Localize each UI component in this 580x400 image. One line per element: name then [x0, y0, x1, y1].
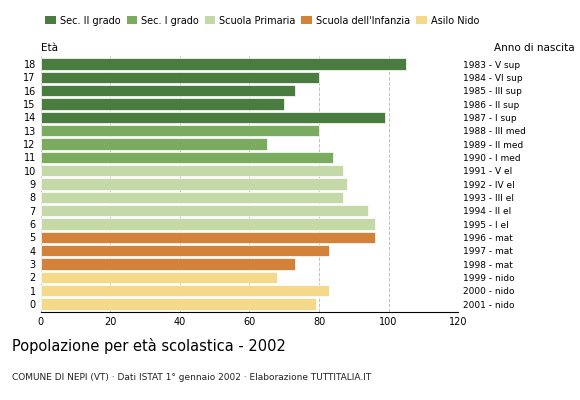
- Bar: [41, 218, 375, 230]
- Bar: [41, 285, 329, 296]
- Text: COMUNE DI NEPI (VT) · Dati ISTAT 1° gennaio 2002 · Elaborazione TUTTITALIA.IT: COMUNE DI NEPI (VT) · Dati ISTAT 1° genn…: [12, 373, 371, 382]
- Bar: [41, 138, 267, 150]
- Bar: [41, 298, 316, 310]
- Legend: Sec. II grado, Sec. I grado, Scuola Primaria, Scuola dell'Infanzia, Asilo Nido: Sec. II grado, Sec. I grado, Scuola Prim…: [45, 16, 479, 26]
- Bar: [41, 152, 333, 163]
- Bar: [41, 178, 347, 190]
- Bar: [41, 85, 295, 96]
- Text: Anno di nascita: Anno di nascita: [494, 43, 574, 53]
- Text: Età: Età: [41, 43, 57, 53]
- Bar: [41, 165, 343, 176]
- Bar: [41, 205, 368, 216]
- Bar: [41, 272, 277, 283]
- Bar: [41, 232, 375, 243]
- Bar: [41, 112, 385, 123]
- Bar: [41, 245, 329, 256]
- Bar: [41, 58, 406, 70]
- Bar: [41, 192, 343, 203]
- Bar: [41, 72, 319, 83]
- Bar: [41, 125, 319, 136]
- Bar: [41, 98, 284, 110]
- Text: Popolazione per età scolastica - 2002: Popolazione per età scolastica - 2002: [12, 338, 285, 354]
- Bar: [41, 258, 295, 270]
